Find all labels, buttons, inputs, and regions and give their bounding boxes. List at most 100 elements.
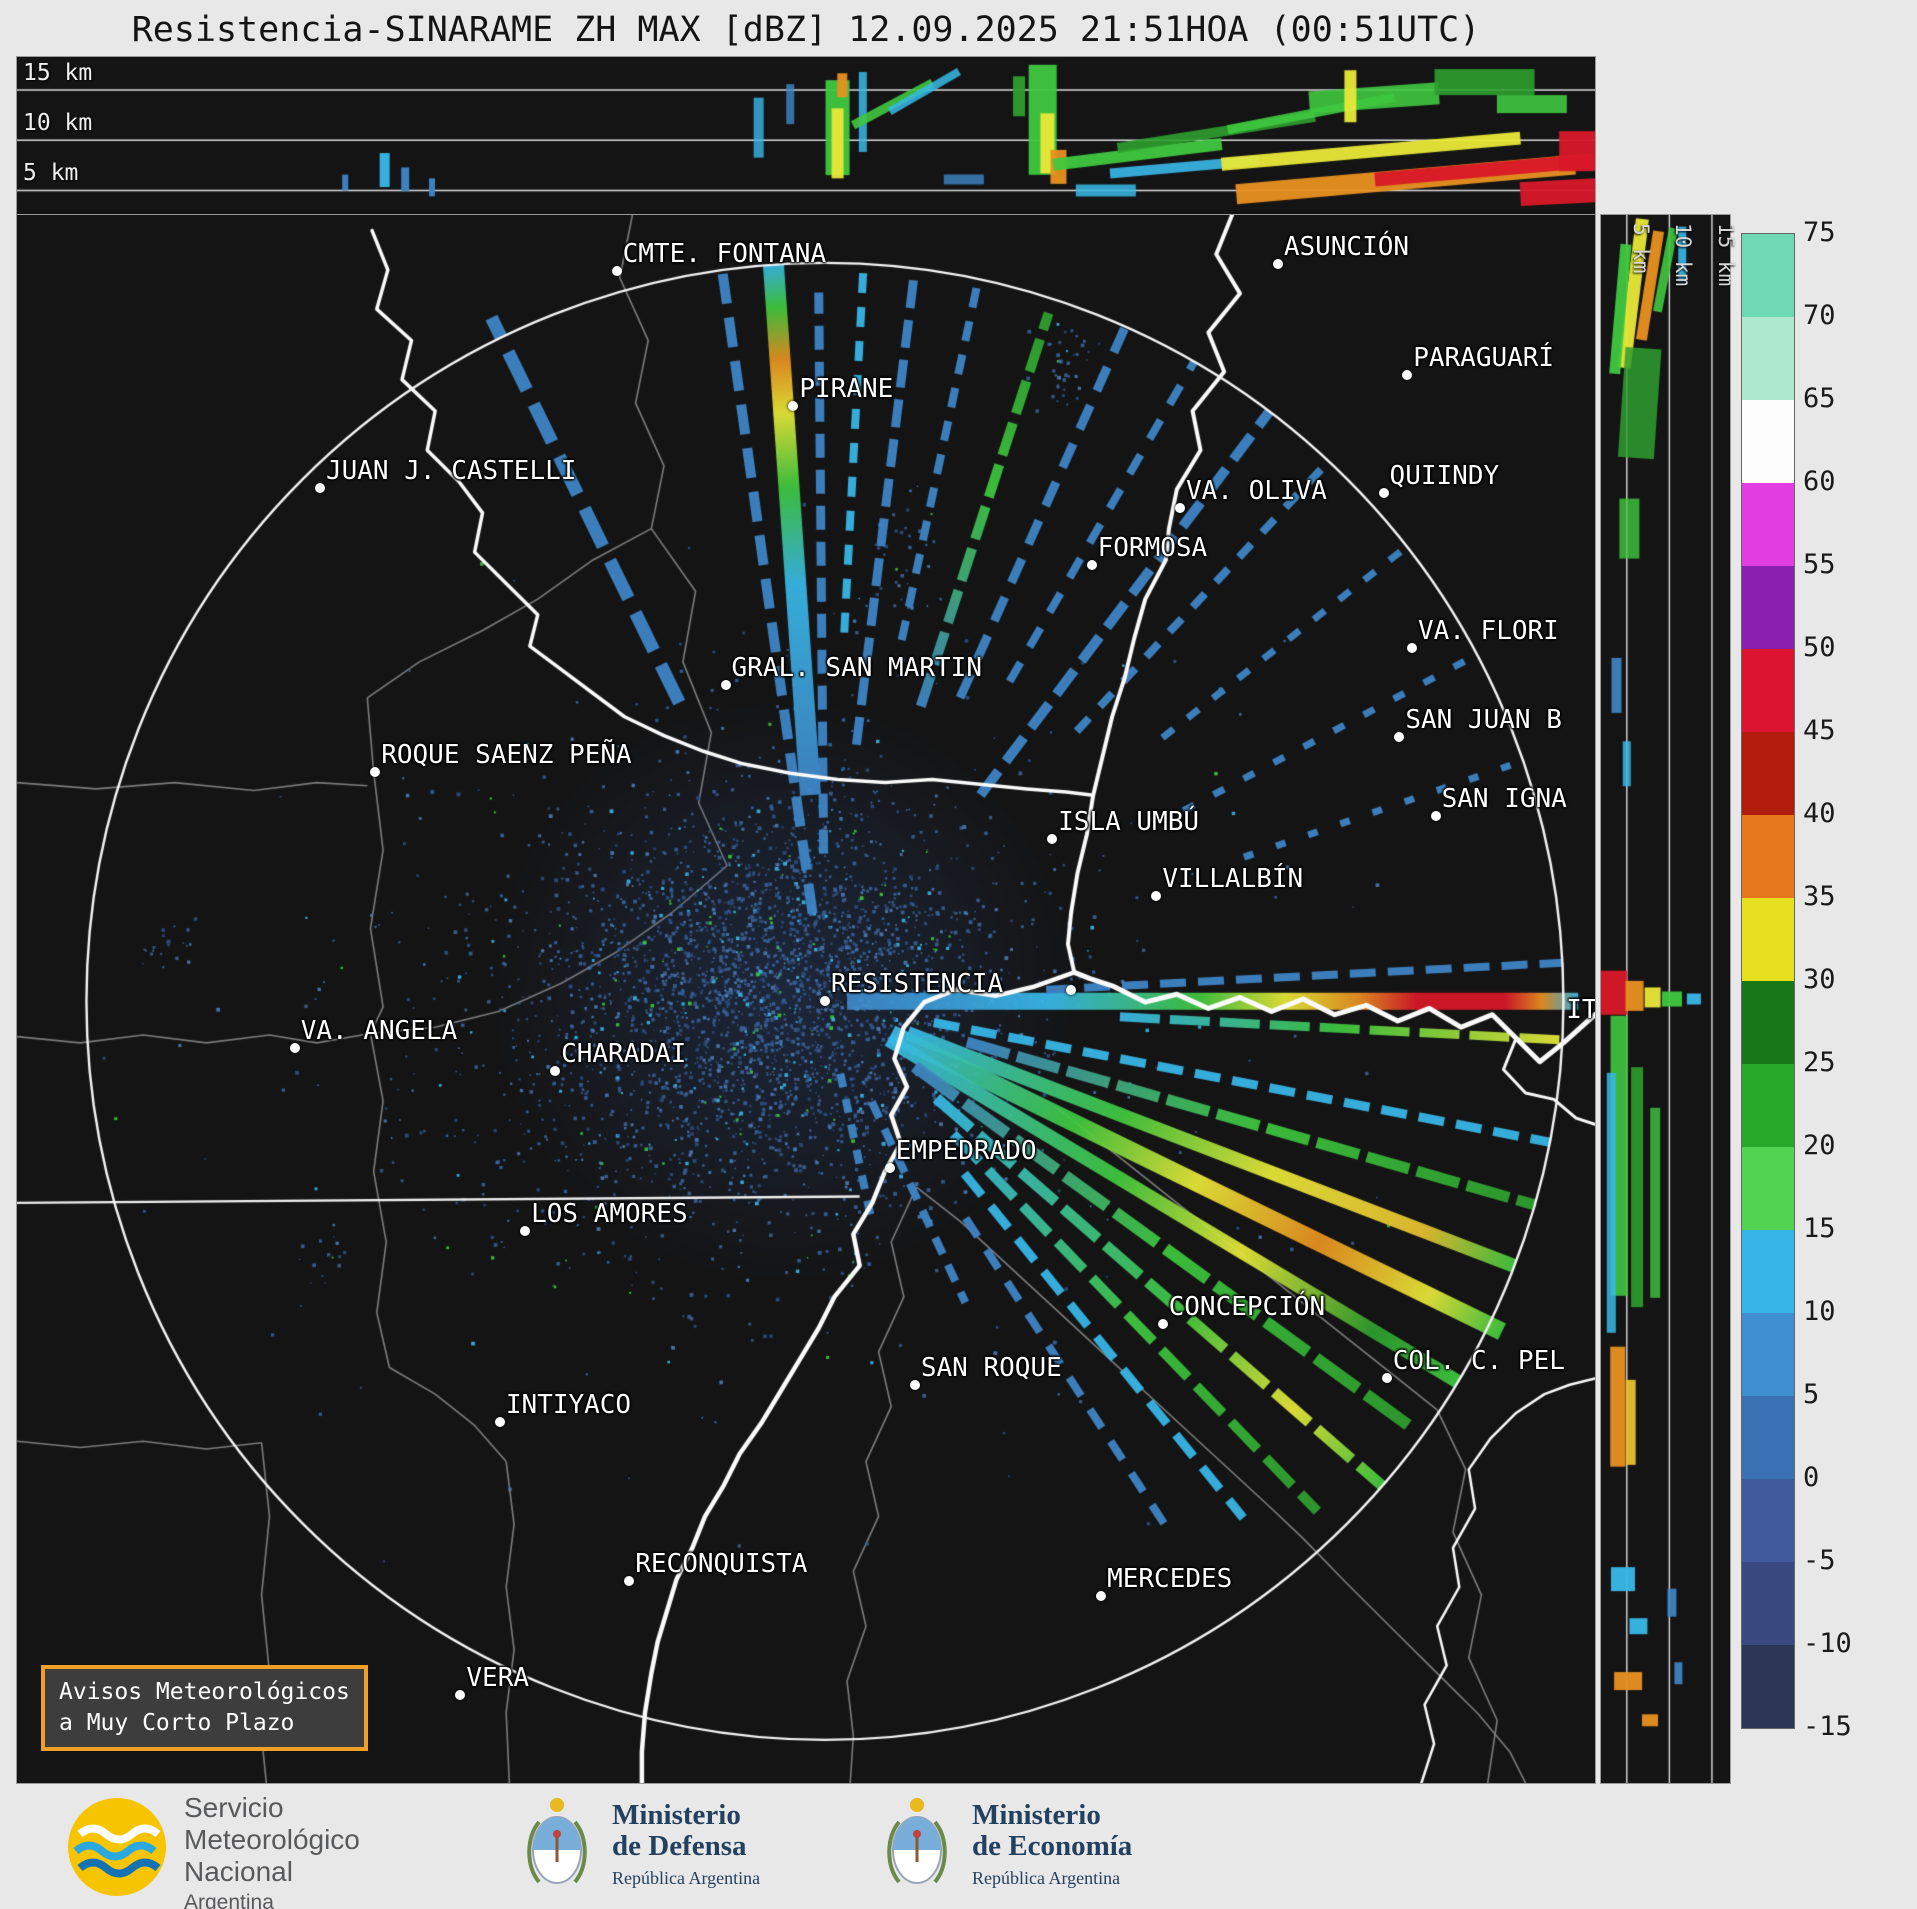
colorbar-tick-label: 5	[1803, 1379, 1820, 1410]
city-dot-icon	[1151, 890, 1162, 901]
city-dot-icon	[1096, 1591, 1107, 1602]
smn-country: Argentina	[184, 1891, 274, 1909]
colorbar-segment	[1742, 1147, 1794, 1230]
city-dot-icon	[1157, 1318, 1168, 1329]
city-dot-icon	[455, 1690, 466, 1701]
colorbar-tick-label: 65	[1803, 383, 1836, 414]
colorbar-tick-label: 75	[1803, 217, 1836, 248]
footer: Servicio Meteorológico Nacional Argentin…	[0, 1788, 1917, 1909]
colorbar-tick-label: 55	[1803, 549, 1836, 580]
city-dot-icon	[1394, 732, 1405, 743]
city-label: VA. ANGELA	[300, 1015, 458, 1046]
smn-wordmark: Servicio Meteorológico Nacional Argentin…	[184, 1792, 360, 1909]
city-label: QUIINDY	[1389, 460, 1500, 491]
colorbar-segment	[1742, 981, 1794, 1064]
height-label: 5 km	[1628, 223, 1653, 274]
economia-line1: Ministerio	[972, 1798, 1101, 1831]
city-dot-icon	[370, 766, 381, 777]
city-dot-icon	[1272, 258, 1283, 269]
colorbar-tick-label: 15	[1803, 1213, 1836, 1244]
economia-sub: República Argentina	[972, 1867, 1121, 1888]
city-label: ISLA UMBÚ	[1058, 807, 1200, 838]
colorbar-segment	[1742, 898, 1794, 981]
colorbar-segment	[1742, 234, 1794, 317]
city-label: FORMOSA	[1097, 532, 1208, 563]
product-title: Resistencia-SINARAME ZH MAX [dBZ] 12.09.…	[131, 10, 1481, 50]
city-dot-icon	[1378, 487, 1389, 498]
colorbar-segment	[1742, 1230, 1794, 1313]
city-label: RECONQUISTA	[635, 1548, 808, 1579]
city-label: JUAN J. CASTELLI	[325, 455, 577, 486]
city-dot-icon	[550, 1066, 561, 1077]
colorbar-tick-label: 20	[1803, 1130, 1836, 1161]
city-dot-icon	[1430, 810, 1441, 821]
colorbar-tick-label: 60	[1803, 466, 1836, 497]
city-label: VA. OLIVA	[1185, 476, 1327, 507]
colorbar-segment	[1742, 649, 1794, 732]
vertical-profile-ns-canvas	[1601, 215, 1730, 1783]
city-label: MERCEDES	[1107, 1564, 1233, 1595]
colorbar-tick-label: 0	[1803, 1462, 1820, 1493]
city-dot-icon	[289, 1042, 300, 1053]
height-label: 15 km	[23, 59, 93, 86]
colorbar-tick-label: 40	[1803, 798, 1836, 829]
colorbar-segment	[1742, 1396, 1794, 1479]
vertical-profile-ew-panel: 15 km 10 km 5 km	[16, 56, 1596, 215]
smn-line2: Meteorológico	[184, 1824, 360, 1855]
city-label: VA. FLORI	[1417, 615, 1559, 646]
argentina-coat-of-arms-icon	[887, 1798, 947, 1884]
colorbar-segment	[1742, 1064, 1794, 1147]
colorbar-tick-label: 30	[1803, 964, 1836, 995]
city-dot-icon	[788, 401, 799, 412]
defensa-line2: de Defensa	[612, 1829, 747, 1862]
colorbar-segment	[1742, 1313, 1794, 1396]
colorbar-segment	[1742, 1562, 1794, 1645]
colorbar-tick-label: 45	[1803, 715, 1836, 746]
height-label: 5 km	[23, 160, 79, 187]
city-label: ASUNCIÓN	[1283, 231, 1410, 262]
smn-line1: Servicio	[184, 1792, 284, 1823]
colorbar-segment	[1742, 317, 1794, 400]
city-dot-icon	[1406, 642, 1417, 653]
city-label: CHARADAI	[561, 1039, 687, 1070]
city-label: RESISTENCIA	[830, 968, 1004, 999]
city-label: VILLALBÍN	[1162, 863, 1304, 894]
city-label: VERA	[466, 1663, 530, 1694]
city-dot-icon	[1066, 984, 1077, 995]
city-dot-icon	[611, 266, 622, 277]
city-label: CMTE. FONTANA	[622, 239, 827, 270]
colorbar-segment	[1742, 1479, 1794, 1562]
economia-line2: de Economía	[972, 1829, 1133, 1862]
city-dot-icon	[314, 482, 325, 493]
city-dot-icon	[1086, 559, 1097, 570]
colorbar-tick-label: -15	[1803, 1711, 1852, 1742]
colorbar-segment	[1742, 1645, 1794, 1728]
reflectivity-colorbar	[1741, 233, 1795, 1729]
colorbar-tick-label: 35	[1803, 881, 1836, 912]
city-dot-icon	[624, 1575, 635, 1586]
height-label: 10 km	[23, 110, 93, 137]
city-label: CONCEPCIÓN	[1168, 1291, 1326, 1322]
city-label: INTIYACO	[505, 1390, 632, 1421]
vertical-profile-ns-panel: 5 km 10 km 15 km	[1600, 214, 1738, 1784]
city-dot-icon	[1402, 369, 1413, 380]
warnings-notice-line2: a Muy Corto Plazo	[59, 1710, 295, 1736]
radar-map-canvas	[17, 215, 1595, 1783]
city-label: GRAL. SAN MARTIN	[731, 653, 982, 684]
colorbar-segment	[1742, 400, 1794, 483]
city-dot-icon	[494, 1417, 505, 1428]
colorbar-tick-label: 70	[1803, 300, 1836, 331]
ministry-defensa-logo: Ministerio de Defensa República Argentin…	[520, 1792, 760, 1896]
city-label: PARAGUARÍ	[1413, 342, 1555, 373]
city-label: PIRANE	[799, 374, 894, 405]
vertical-profile-ew-canvas	[17, 57, 1595, 214]
argentina-coat-of-arms-icon	[527, 1798, 587, 1884]
city-label: LOS AMORES	[531, 1199, 688, 1230]
city-label: ITA	[1566, 995, 1595, 1026]
colorbar-segment	[1742, 483, 1794, 566]
ministry-economia-logo: Ministerio de Economía República Argenti…	[880, 1792, 1132, 1896]
city-label: COL. C. PEL	[1392, 1346, 1565, 1377]
colorbar-tick-label: 10	[1803, 1296, 1836, 1327]
smn-line3: Nacional	[184, 1856, 293, 1887]
